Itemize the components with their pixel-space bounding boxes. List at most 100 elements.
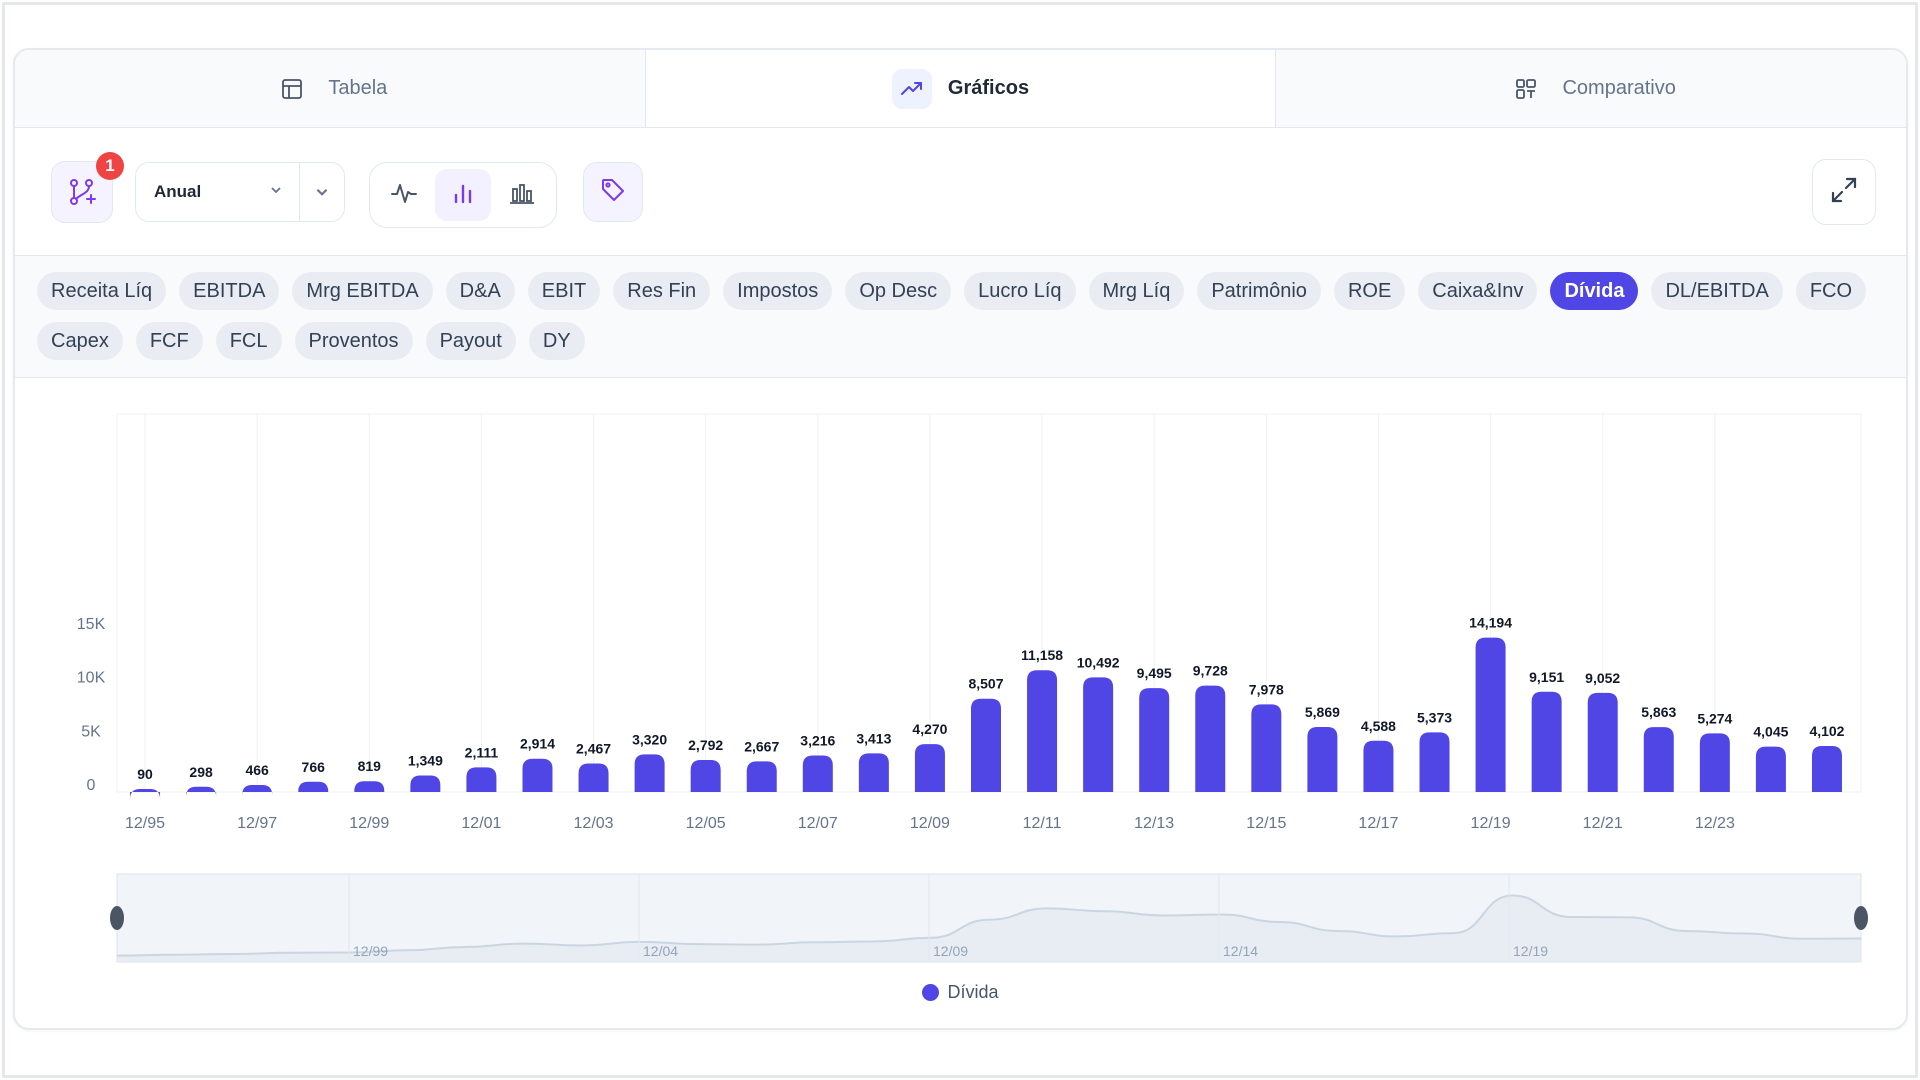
metric-chip[interactable]: EBIT bbox=[527, 272, 601, 310]
data-label: 10,492 bbox=[1077, 654, 1120, 670]
navigator-left-handle[interactable] bbox=[110, 906, 124, 930]
bar bbox=[1699, 733, 1730, 792]
metric-chip[interactable]: Capex bbox=[37, 322, 123, 360]
metric-chip[interactable]: Impostos bbox=[723, 272, 833, 310]
data-label: 3,320 bbox=[632, 731, 667, 747]
navigator-label: 12/14 bbox=[1223, 943, 1258, 959]
data-label: 5,869 bbox=[1305, 704, 1340, 720]
x-tick-label: 12/99 bbox=[349, 815, 389, 832]
data-label: 4,270 bbox=[912, 721, 947, 737]
line-chart-button[interactable] bbox=[376, 169, 431, 221]
metric-chip[interactable]: Mrg Líq bbox=[1088, 272, 1185, 310]
bar bbox=[802, 755, 833, 792]
bar bbox=[242, 784, 273, 795]
tab-graficos[interactable]: Gráficos bbox=[645, 50, 1277, 127]
notification-badge: 1 bbox=[96, 152, 124, 180]
period-select[interactable]: Anual bbox=[135, 162, 345, 222]
data-label: 9,728 bbox=[1193, 663, 1228, 679]
tab-tabela[interactable]: Tabela bbox=[15, 50, 646, 127]
data-label: 5,373 bbox=[1417, 709, 1452, 725]
tab-label: Gráficos bbox=[947, 77, 1030, 99]
data-label: 2,467 bbox=[576, 741, 611, 757]
period-dropdown-toggle[interactable] bbox=[300, 163, 344, 221]
metric-chip[interactable]: DL/EBITDA bbox=[1651, 272, 1783, 310]
y-tick-label: 10K bbox=[77, 670, 106, 687]
expand-button[interactable] bbox=[1812, 159, 1876, 225]
bar bbox=[1811, 745, 1842, 792]
line-chart-icon bbox=[390, 179, 418, 212]
x-tick-label: 12/15 bbox=[1246, 815, 1286, 832]
metric-chip[interactable]: Caixa&Inv bbox=[1418, 272, 1538, 310]
metric-chip[interactable]: FCO bbox=[1795, 272, 1867, 310]
expand-icon bbox=[1829, 175, 1859, 210]
metric-chips: Receita Líq EBITDA Mrg EBITDA D&A EBIT Res Fi… bbox=[15, 256, 1906, 378]
metric-chip[interactable]: FCL bbox=[215, 322, 282, 360]
bar bbox=[410, 775, 441, 792]
x-tick-label: 12/21 bbox=[1583, 815, 1623, 832]
metric-chip[interactable]: FCF bbox=[135, 322, 203, 360]
y-tick-label: 0 bbox=[87, 777, 96, 794]
chart-toolbar: 1 Anual bbox=[15, 128, 1906, 256]
data-label: 8,507 bbox=[968, 676, 1003, 692]
metric-chip[interactable]: D&A bbox=[445, 272, 515, 310]
add-branch-button[interactable]: 1 bbox=[51, 152, 124, 223]
y-tick-label: 5K bbox=[81, 723, 101, 740]
metric-chip[interactable]: Op Desc bbox=[845, 272, 952, 310]
y-tick-label: 15K bbox=[77, 616, 106, 633]
chart-type-group bbox=[369, 162, 557, 228]
legend-marker bbox=[922, 984, 940, 1001]
table-icon bbox=[272, 69, 312, 109]
bar bbox=[466, 767, 497, 792]
bar bbox=[690, 760, 721, 792]
metric-chip[interactable]: Proventos bbox=[294, 322, 413, 360]
x-tick-label: 12/05 bbox=[686, 815, 726, 832]
metric-chip[interactable]: Mrg EBITDA bbox=[292, 272, 433, 310]
bar bbox=[354, 781, 385, 792]
metric-chip[interactable]: Receita Líq bbox=[37, 272, 167, 310]
metric-chip[interactable]: Lucro Líq bbox=[964, 272, 1076, 310]
bar bbox=[1475, 637, 1506, 792]
chevron-down-icon bbox=[269, 182, 283, 202]
bar bbox=[578, 763, 609, 792]
chart-legend[interactable]: Dívida bbox=[15, 982, 1906, 1003]
tab-comparativo[interactable]: Comparativo bbox=[1276, 50, 1906, 127]
metric-chip[interactable]: ROE bbox=[1333, 272, 1406, 310]
x-tick-label: 12/95 bbox=[125, 815, 165, 832]
bar bbox=[914, 744, 945, 792]
data-label: 4,045 bbox=[1753, 724, 1788, 740]
period-value: Anual bbox=[154, 182, 202, 201]
trending-up-icon bbox=[891, 68, 932, 109]
x-tick-label: 12/17 bbox=[1358, 815, 1398, 832]
bar bbox=[1195, 685, 1226, 792]
data-label: 2,914 bbox=[520, 736, 555, 752]
tag-button[interactable] bbox=[583, 162, 643, 222]
bar-chart-button[interactable] bbox=[435, 169, 491, 221]
grouped-bar-chart-button[interactable] bbox=[495, 169, 550, 221]
data-label: 9,151 bbox=[1529, 669, 1564, 685]
bar bbox=[746, 761, 777, 792]
bar bbox=[1307, 727, 1338, 792]
x-tick-label: 12/11 bbox=[1023, 815, 1062, 832]
bar bbox=[1083, 677, 1114, 792]
metric-chip[interactable]: EBITDA bbox=[179, 272, 280, 310]
legend-label: Dívida bbox=[947, 982, 999, 1002]
bar bbox=[1139, 688, 1170, 792]
data-label: 5,863 bbox=[1641, 704, 1676, 720]
metric-chip[interactable]: DY bbox=[528, 322, 585, 360]
data-label: 466 bbox=[245, 762, 269, 778]
data-label: 766 bbox=[302, 759, 326, 775]
data-label: 1,349 bbox=[408, 753, 443, 769]
metric-chip[interactable]: Dívida bbox=[1550, 272, 1639, 310]
tab-label: Comparativo bbox=[1562, 77, 1676, 99]
data-label: 14,194 bbox=[1469, 615, 1512, 631]
data-label: 2,667 bbox=[744, 738, 779, 754]
x-tick-label: 12/07 bbox=[798, 815, 838, 832]
metric-chip[interactable]: Payout bbox=[425, 322, 516, 360]
navigator-right-handle[interactable] bbox=[1854, 906, 1868, 930]
bar bbox=[858, 753, 889, 792]
metric-chip[interactable]: Patrimônio bbox=[1197, 272, 1321, 310]
x-tick-label: 12/03 bbox=[574, 815, 614, 832]
data-label: 4,588 bbox=[1361, 718, 1396, 734]
metric-chip[interactable]: Res Fin bbox=[613, 272, 711, 310]
data-label: 4,102 bbox=[1809, 723, 1844, 739]
